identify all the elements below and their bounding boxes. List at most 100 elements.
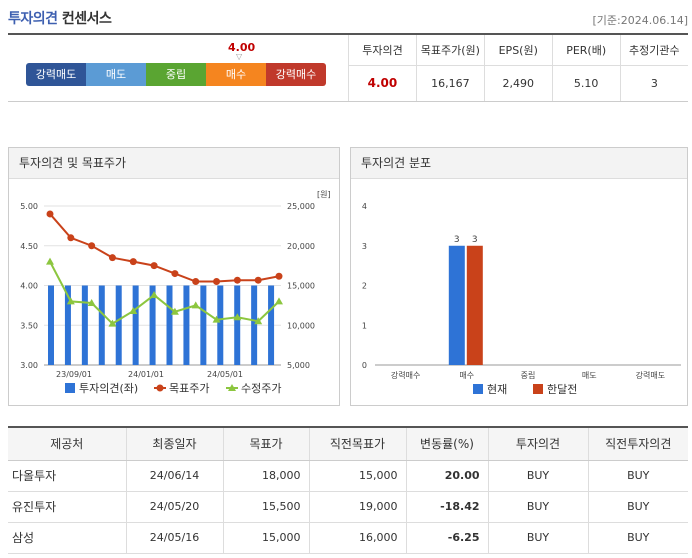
x-tick-label: 중립 (521, 371, 536, 380)
col-eps: EPS(원) (483, 35, 553, 66)
column-header: 변동률(%) (405, 426, 488, 461)
adjusted-price-point (108, 319, 117, 327)
val-eps: 2,490 (483, 65, 553, 101)
opinion-bar (64, 285, 71, 365)
column-header: 목표가 (222, 426, 309, 461)
target-price-point (233, 276, 241, 284)
left-chart-title: 투자의견 및 목표주가 (9, 148, 339, 179)
target-price-point (46, 210, 54, 218)
legend-label: 투자의견(좌) (79, 382, 138, 395)
col-target-price: 목표주가(원) (415, 35, 485, 66)
legend-swatch (228, 384, 236, 391)
broker-report-table: 제공처 최종일자 목표가 직전목표가 변동률(%) 투자의견 직전투자의견 다올투자 24/0… (8, 426, 688, 554)
y-tick-label: 3 (362, 242, 367, 251)
consensus-table: 투자의견 목표주가(원) EPS(원) PER(배) 추정기관수 4.00 16… (348, 35, 688, 101)
y-tick-label: 0 (362, 361, 367, 370)
opinion-bar (98, 285, 105, 365)
y-left-tick-label: 3.50 (20, 321, 38, 330)
table-cell: 15,000 (222, 522, 309, 554)
table-row: 다올투자 24/06/14 18,000 15,000 20.00 BUY BUY (8, 460, 688, 492)
opinion-bar (251, 285, 258, 365)
table-cell: 24/05/16 (125, 522, 223, 554)
legend-label: 목표주가 (169, 382, 209, 395)
gauge-neutral: 중립 (146, 63, 206, 86)
adjusted-price-point (66, 297, 75, 305)
table-cell: -6.25 (405, 522, 488, 554)
opinion-price-chart: 5.00 4.50 4.00 3.50 3.00 25,000 20,000 15,000 10… (20, 190, 331, 395)
adjusted-price-point (87, 298, 96, 306)
target-price-point (254, 276, 262, 284)
opinion-bar (115, 285, 122, 365)
gauge-value: 4.00 (228, 41, 256, 54)
adjusted-price-point (191, 301, 200, 309)
unit-label: [원] (317, 190, 331, 199)
target-price-line (49, 213, 280, 283)
table-cell: -18.42 (405, 491, 488, 523)
opinion-bar (166, 285, 173, 365)
adjusted-price-point (150, 291, 159, 299)
distribution-bar (448, 245, 465, 365)
target-price-point (275, 272, 283, 280)
opinion-bar (183, 285, 190, 365)
table-cell: BUY (487, 460, 588, 492)
target-price-point (171, 270, 179, 278)
table-cell: BUY (587, 491, 688, 523)
opinion-bar (234, 285, 241, 365)
legend-swatch (473, 384, 483, 394)
bar-data-label: 3 (472, 235, 478, 245)
column-header: 제공처 (8, 426, 126, 461)
y-right-tick-label: 10,000 (287, 321, 315, 330)
table-cell: 15,500 (222, 491, 309, 523)
legend-swatch (533, 384, 543, 394)
col-opinion: 투자의견 (348, 35, 417, 66)
table-cell: 20.00 (405, 460, 488, 492)
section-title: 투자의견 컨센서스 (8, 8, 112, 28)
gauge-strong-buy: 강력매수 (266, 63, 326, 86)
y-left-tick-label: 4.00 (20, 282, 38, 291)
legend-label: 수정주가 (241, 382, 281, 395)
reference-date: [기준:2024.06.14] (592, 14, 688, 27)
gauge-sell: 매도 (86, 63, 146, 86)
val-target-price: 16,167 (415, 65, 485, 101)
val-per: 5.10 (551, 65, 621, 101)
table-cell: BUY (587, 522, 688, 554)
x-tick-label: 매수 (459, 371, 474, 380)
table-cell: 24/06/14 (125, 460, 223, 492)
val-institutions: 3 (619, 65, 688, 101)
x-tick-label: 24/01/01 (128, 370, 164, 379)
opinion-bar (149, 285, 156, 365)
adjusted-price-point (170, 307, 179, 315)
target-price-point (213, 278, 221, 286)
col-institutions: 추정기관수 (619, 35, 688, 66)
x-tick-label: 24/05/01 (207, 370, 243, 379)
opinion-bar (217, 285, 224, 365)
opinion-bar (268, 285, 275, 365)
y-left-tick-label: 3.00 (20, 361, 38, 370)
adjusted-price-point (275, 297, 283, 305)
col-per: PER(배) (551, 35, 621, 66)
target-price-point (88, 242, 96, 250)
table-cell: 유진투자 (8, 491, 126, 523)
table-cell: 24/05/20 (125, 491, 223, 523)
x-tick-label: 강력매수 (391, 370, 420, 380)
table-cell: BUY (587, 460, 688, 492)
gauge-buy: 매수 (206, 63, 266, 86)
table-cell: 삼성 (8, 522, 126, 554)
table-row: 유진투자 24/05/20 15,500 19,000 -18.42 BUY BUY (8, 491, 688, 523)
opinion-gauge: 강력매도 매도 중립 매수 강력매수 (26, 63, 326, 86)
column-header: 직전목표가 (308, 426, 406, 461)
y-right-tick-label: 5,000 (287, 361, 310, 370)
distribution-bar (466, 245, 483, 365)
opinion-bar (81, 285, 88, 365)
adjusted-price-point (129, 306, 138, 314)
section-header: 투자의견 컨센서스 [기준:2024.06.14] (8, 6, 688, 32)
target-price-point (129, 258, 137, 266)
y-left-tick-label: 4.50 (20, 242, 38, 251)
table-cell: 16,000 (308, 522, 406, 554)
y-tick-label: 2 (362, 282, 367, 291)
legend-swatch (156, 384, 164, 392)
opinion-distribution-panel: 투자의견 분포 4 3 2 1 0 강력매수 매수 3 3 중립 매도 강력매도 현재 한달전 (350, 147, 688, 406)
right-chart-title: 투자의견 분포 (351, 148, 687, 179)
legend-swatch (65, 383, 75, 393)
